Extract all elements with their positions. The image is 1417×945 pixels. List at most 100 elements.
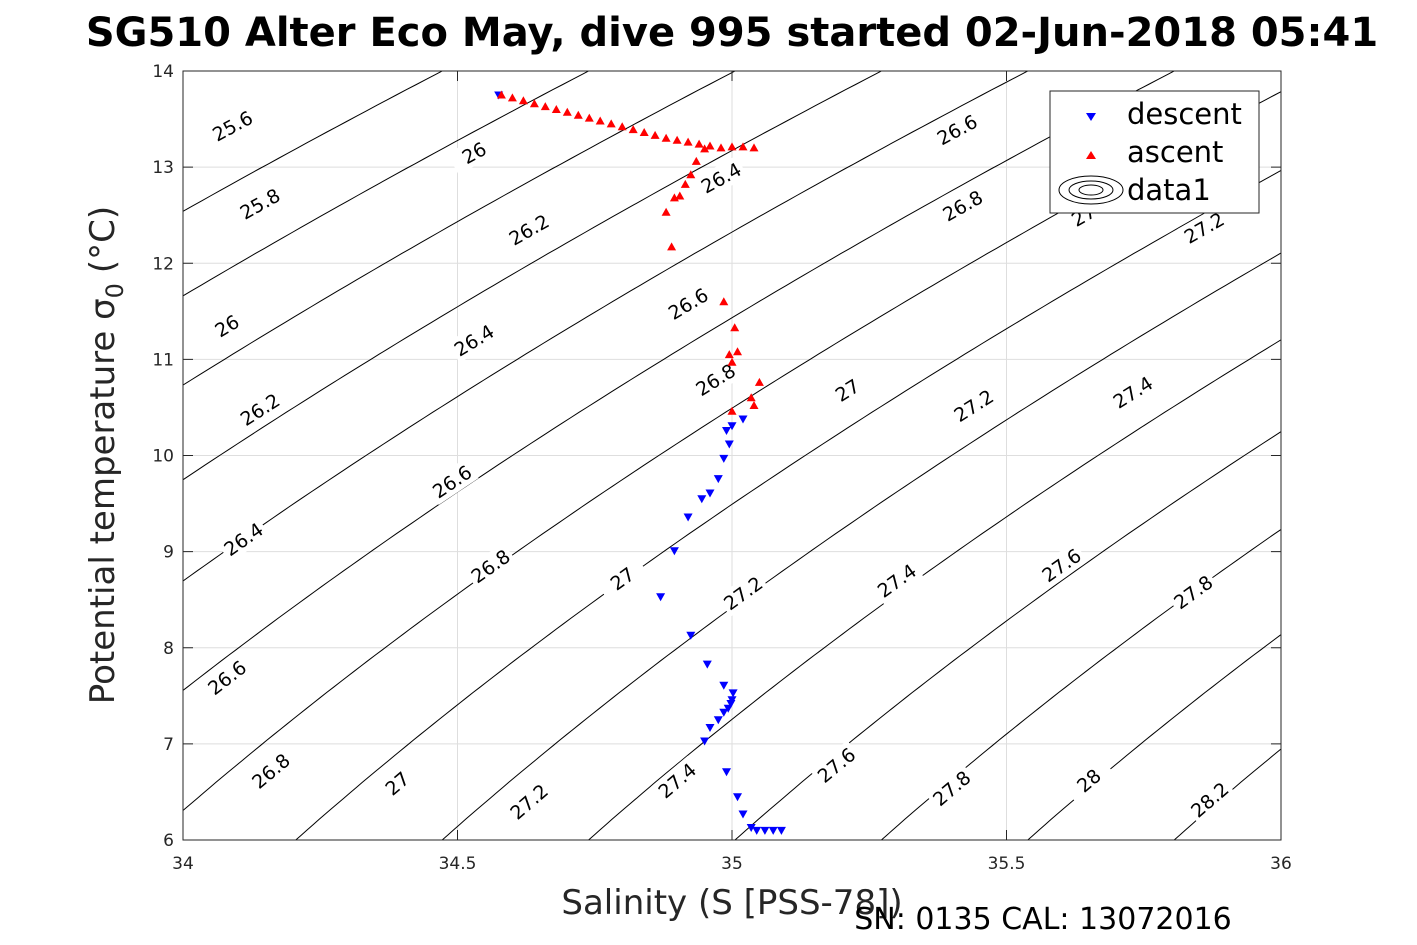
descent-point [702,660,712,669]
ascent-point [507,93,517,102]
contour-line-25.4 [183,71,444,212]
y-tick-label: 11 [152,350,174,370]
ascent-point [606,119,616,128]
contour-label-bg [200,303,254,349]
contour-label-bg [688,356,743,403]
contour-label-bg [930,107,984,152]
descent-point [722,427,731,435]
contour-label-bg [447,317,501,363]
calibration-footer: SN: 0135 CAL: 13072016 [854,902,1232,937]
descent-point [686,631,696,640]
legend-ascent-marker [1086,151,1096,159]
ascent-point [746,393,756,402]
descent-point [719,708,729,717]
chart-title: SG510 Alter Eco May, dive 995 started 02… [86,10,1378,56]
y-axis-label: Potential temperature σ0 (°C) [83,206,129,704]
contour-label-bg [200,653,254,702]
ascent-point [683,137,693,146]
contour-line-27.2 [587,339,1281,840]
descent-point [713,475,723,484]
x-tick-label: 34 [172,854,194,874]
descent-point [669,547,679,556]
contour-label-bg [946,382,1001,429]
ascent-point [639,128,649,136]
legend-descent-label: descent [1127,97,1242,131]
ascent-point [700,144,710,153]
descent-point [724,440,734,449]
contour-label-bg [595,554,649,603]
descent-point [656,593,666,602]
ascent-point [749,143,759,152]
y-tick-label: 9 [163,543,174,563]
descent-point [738,415,748,424]
contour-label-bg [233,386,287,433]
contour-label-bg [925,763,978,813]
ascent-point [661,207,671,216]
contour-label-bg [694,155,748,200]
ascent-point [661,133,671,142]
contour-label-bg [216,515,270,563]
ascent-point [617,122,627,131]
ascent-point [691,156,701,165]
descent-point [728,689,738,698]
contour-label-bg [425,458,479,505]
contour-label-bg [661,281,715,327]
ascent-point [705,141,715,150]
ascent-point [496,90,506,99]
ascent-point [719,297,729,306]
ascent-point [733,347,742,356]
y-tick-label: 13 [152,158,174,178]
contour-line-25.6 [183,71,590,297]
ascent-point [680,179,690,188]
x-tick-label: 35 [721,854,743,874]
ascent-point [562,107,572,116]
descent-point [726,700,736,708]
x-axis-label: Salinity (S [PSS-78]) [561,883,902,923]
descent-point [768,826,778,835]
descent-point [719,681,729,690]
contour-label-bg [1183,774,1236,825]
ascent-point [727,142,737,151]
contour-line-27 [441,252,1281,840]
ascent-point [727,357,737,366]
contour-label-bg [233,181,287,226]
descent-point [700,737,710,746]
ascent-point [738,142,748,151]
descent-point [746,824,756,832]
descent-point [776,826,786,835]
ascent-point [650,130,660,139]
descent-point [760,826,770,835]
legend-box [1049,90,1260,214]
ascent-point [672,135,682,144]
ascent-point [727,406,737,415]
contour-label-bg [463,542,517,590]
ascent-point [573,110,583,119]
ascent-point [730,323,740,332]
legend-descent-marker [1086,113,1096,121]
contour-line-27.8 [1027,633,1281,840]
ascent-point [724,350,734,359]
y-tick-label: 10 [152,447,174,467]
ascent-point [669,193,679,202]
contour-label-bg [810,740,863,790]
contour-line-27.6 [880,528,1281,840]
ascent-point [584,113,594,122]
contour-label-bg [371,758,424,808]
y-axis-label-subscript: 0 [101,283,129,298]
ascent-point [518,96,528,105]
contour-line-25.8 [183,71,737,386]
contour-label-bg [1166,568,1220,616]
ascent-point [694,139,704,148]
contour-label-bg [716,569,770,617]
x-tick-label: 35.5 [988,854,1026,874]
descent-point [738,810,748,819]
ascent-point [595,116,605,125]
descent-point [697,495,707,504]
contour-label-bg [447,130,501,175]
ascent-point [540,102,550,111]
contour-label-bg [651,755,704,806]
x-tick-label: 36 [1270,854,1292,874]
ascent-point [667,242,677,251]
y-tick-label: 8 [163,639,174,659]
ascent-point [686,170,696,179]
